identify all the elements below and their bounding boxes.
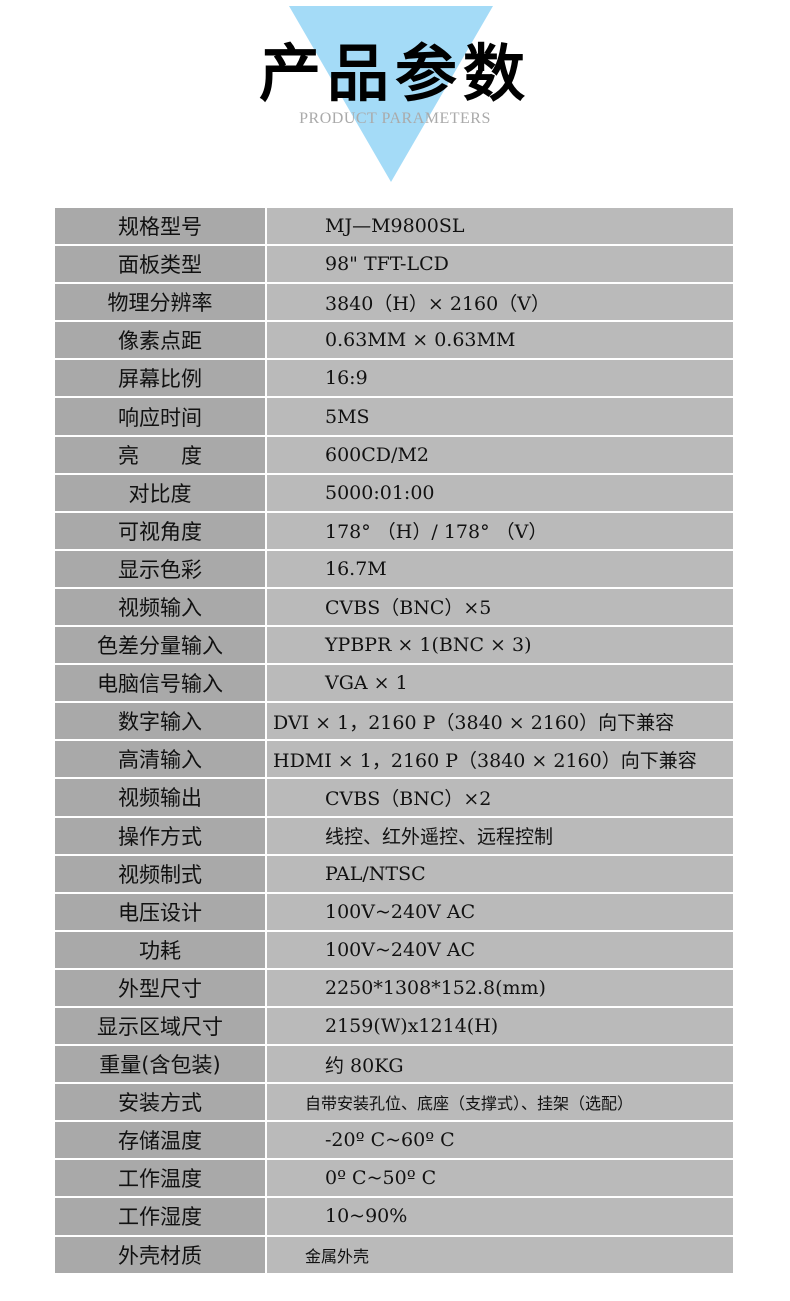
spec-label: 高清输入	[55, 741, 265, 778]
spec-row: 安装方式 自带安装孔位、底座（支撑式）、挂架（选配）	[55, 1084, 733, 1121]
spec-value: 16.7M	[267, 550, 733, 587]
spec-row: 视频输出 CVBS（BNC）×2	[55, 779, 733, 816]
spec-row: 工作温度 0º C~50º C	[55, 1160, 733, 1197]
spec-label: 电压设计	[55, 893, 265, 930]
spec-label: 显示区域尺寸	[55, 1007, 265, 1045]
spec-label: 像素点距	[55, 322, 265, 359]
spec-value: -20º C~60º C	[267, 1122, 733, 1159]
spec-value: PAL/NTSC	[267, 855, 733, 892]
spec-row: 数字输入 DVI × 1，2160 P（3840 × 2160）向下兼容	[55, 703, 733, 740]
spec-row: 响应时间 5MS	[55, 398, 733, 435]
decorative-triangle	[289, 6, 493, 182]
spec-value: 自带安装孔位、底座（支撑式）、挂架（选配）	[267, 1084, 733, 1121]
spec-row: 视频输入 CVBS（BNC）×5	[55, 588, 733, 626]
spec-value: 5MS	[267, 398, 733, 435]
spec-value: 16:9	[267, 360, 733, 397]
spec-label: 重量(含包装)	[55, 1046, 265, 1083]
spec-label: 工作温度	[55, 1160, 265, 1197]
spec-label: 操作方式	[55, 817, 265, 854]
spec-value: CVBS（BNC）×5	[267, 588, 733, 626]
spec-label: 响应时间	[55, 398, 265, 435]
spec-row: 高清输入 HDMI × 1，2160 P（3840 × 2160）向下兼容	[55, 741, 733, 778]
spec-label: 可视角度	[55, 512, 265, 549]
spec-value: VGA × 1	[267, 665, 733, 702]
spec-value: 0º C~50º C	[267, 1160, 733, 1197]
spec-row: 对比度 5000:01:00	[55, 474, 733, 511]
spec-value: 0.63MM × 0.63MM	[267, 322, 733, 359]
spec-value: 5000:01:00	[267, 474, 733, 511]
spec-label: 亮 度	[55, 436, 265, 473]
spec-row: 功耗 100V~240V AC	[55, 931, 733, 968]
spec-value: 100V~240V AC	[267, 931, 733, 968]
spec-label: 数字输入	[55, 703, 265, 740]
spec-value: 600CD/M2	[267, 436, 733, 473]
page-title: 产品参数	[258, 37, 531, 110]
spec-value: 98" TFT-LCD	[267, 246, 733, 283]
spec-value: MJ—M9800SL	[267, 208, 733, 245]
spec-label: 显示色彩	[55, 550, 265, 587]
spec-label: 视频制式	[55, 855, 265, 892]
spec-row: 屏幕比例 16:9	[55, 360, 733, 397]
spec-row: 工作湿度 10~90%	[55, 1198, 733, 1235]
spec-value: 金属外壳	[267, 1236, 733, 1273]
spec-label: 工作湿度	[55, 1198, 265, 1235]
spec-row: 外型尺寸 2250*1308*152.8(mm)	[55, 969, 733, 1006]
spec-label: 物理分辨率	[55, 284, 265, 321]
spec-row: 亮 度 600CD/M2	[55, 436, 733, 473]
spec-label: 屏幕比例	[55, 360, 265, 397]
spec-row: 存储温度 -20º C~60º C	[55, 1122, 733, 1159]
spec-value: 10~90%	[267, 1198, 733, 1235]
spec-row: 显示色彩 16.7M	[55, 550, 733, 587]
spec-row: 面板类型 98" TFT-LCD	[55, 246, 733, 283]
spec-row: 色差分量输入 YPBPR × 1(BNC × 3)	[55, 627, 733, 664]
spec-value: DVI × 1，2160 P（3840 × 2160）向下兼容	[267, 703, 733, 740]
spec-label: 电脑信号输入	[55, 665, 265, 702]
spec-value: 2159(W)x1214(H)	[267, 1007, 733, 1045]
page-subtitle: PRODUCT PARAMETERS	[299, 110, 491, 127]
spec-label: 功耗	[55, 931, 265, 968]
spec-label: 规格型号	[55, 208, 265, 245]
spec-value: 100V~240V AC	[267, 893, 733, 930]
spec-label: 视频输入	[55, 588, 265, 626]
spec-row: 视频制式 PAL/NTSC	[55, 855, 733, 892]
spec-row: 显示区域尺寸 2159(W)x1214(H)	[55, 1007, 733, 1045]
spec-row: 规格型号 MJ—M9800SL	[55, 208, 733, 245]
spec-label: 外壳材质	[55, 1236, 265, 1273]
spec-value: 178° （H）/ 178° （V）	[267, 512, 733, 549]
spec-row: 像素点距 0.63MM × 0.63MM	[55, 322, 733, 359]
spec-label: 外型尺寸	[55, 969, 265, 1006]
spec-value: 线控、红外遥控、远程控制	[267, 817, 733, 854]
spec-label: 存储温度	[55, 1122, 265, 1159]
spec-value: 3840（H）× 2160（V）	[267, 284, 733, 321]
spec-row: 可视角度 178° （H）/ 178° （V）	[55, 512, 733, 549]
spec-label: 安装方式	[55, 1084, 265, 1121]
spec-table: 规格型号 MJ—M9800SL 面板类型 98" TFT-LCD 物理分辨率 3840（H…	[55, 208, 733, 1275]
spec-row: 外壳材质 金属外壳	[55, 1236, 733, 1273]
spec-value: 约 80KG	[267, 1046, 733, 1083]
spec-row: 重量(含包装) 约 80KG	[55, 1046, 733, 1083]
spec-row: 操作方式 线控、红外遥控、远程控制	[55, 817, 733, 854]
spec-label: 对比度	[55, 474, 265, 511]
spec-value: CVBS（BNC）×2	[267, 779, 733, 816]
spec-label: 面板类型	[55, 246, 265, 283]
spec-value: YPBPR × 1(BNC × 3)	[267, 627, 733, 664]
spec-row: 电脑信号输入 VGA × 1	[55, 665, 733, 702]
spec-value: HDMI × 1，2160 P（3840 × 2160）向下兼容	[267, 741, 733, 778]
spec-label: 视频输出	[55, 779, 265, 816]
spec-label: 色差分量输入	[55, 627, 265, 664]
spec-row: 物理分辨率 3840（H）× 2160（V）	[55, 284, 733, 321]
spec-value: 2250*1308*152.8(mm)	[267, 969, 733, 1006]
spec-row: 电压设计 100V~240V AC	[55, 893, 733, 930]
